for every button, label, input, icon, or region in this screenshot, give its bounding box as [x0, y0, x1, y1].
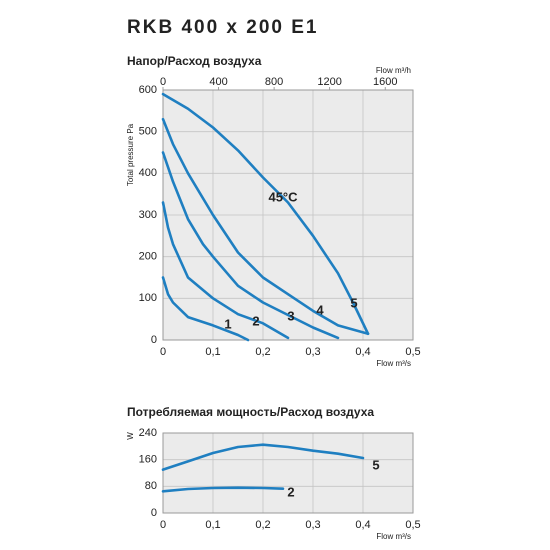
line-series	[161, 276, 250, 342]
x-tick-label: 0,4	[355, 519, 370, 531]
plot-area	[163, 433, 413, 513]
series-label: 4	[316, 302, 324, 317]
x-tick-label: 0,1	[205, 519, 220, 531]
y-axis-label: W	[126, 432, 135, 440]
x-tick-label: 0,2	[255, 346, 270, 358]
line-series	[161, 443, 365, 471]
x-tick-label: 0,3	[305, 519, 320, 531]
annotation: 45°C	[268, 189, 298, 204]
chart-title: Потребляемая мощность/Расход воздуха	[127, 405, 374, 419]
x2-tick-label: 1600	[373, 76, 397, 88]
y-tick-label: 600	[139, 84, 157, 96]
y-tick-label: 240	[139, 427, 157, 439]
x-tick-label: 0,5	[405, 346, 420, 358]
plot-border	[162, 432, 414, 514]
y-tick-label: 100	[139, 292, 157, 304]
series-label: 1	[224, 316, 231, 331]
y-tick-label: 80	[145, 480, 157, 492]
y-tick-label: 500	[139, 126, 157, 138]
y-tick-label: 160	[139, 454, 157, 466]
x-tick-label: 0	[160, 346, 166, 358]
series-label: 2	[287, 484, 294, 499]
x2-tick-label: 800	[265, 76, 283, 88]
y-tick-label: 400	[139, 167, 157, 179]
x-axis-label: Flow m³/s	[376, 532, 411, 541]
x-axis-label: Flow m³/s	[376, 359, 411, 368]
y-tick-label: 0	[151, 334, 157, 346]
x-tick-label: 0	[160, 519, 166, 531]
line-series	[161, 486, 285, 493]
page-title: RKB 400 x 200 E1	[127, 17, 319, 38]
x-tick-label: 0,3	[305, 346, 320, 358]
plot-border	[162, 89, 414, 341]
x2-axis-label: Flow m³/h	[376, 66, 411, 75]
chart-title: Напор/Расход воздуха	[127, 54, 262, 68]
y-tick-label: 0	[151, 507, 157, 519]
line-series	[161, 201, 290, 340]
y-axis-label: Total pressure Pa	[126, 123, 135, 186]
x2-tick-label: 1200	[317, 76, 341, 88]
series-label: 5	[372, 457, 379, 472]
x2-tick-label: 400	[209, 76, 227, 88]
line-series	[161, 151, 340, 340]
y-tick-label: 300	[139, 209, 157, 221]
y-tick-label: 200	[139, 251, 157, 263]
line-series	[161, 117, 370, 336]
x-tick-label: 0,2	[255, 519, 270, 531]
line-series	[161, 92, 370, 336]
series-label: 5	[350, 295, 357, 310]
x-tick-label: 0,1	[205, 346, 220, 358]
x-tick-label: 0,4	[355, 346, 370, 358]
x2-tick-label: 0	[160, 76, 166, 88]
series-label: 2	[252, 313, 259, 328]
series-label: 3	[287, 308, 294, 323]
x-tick-label: 0,5	[405, 519, 420, 531]
